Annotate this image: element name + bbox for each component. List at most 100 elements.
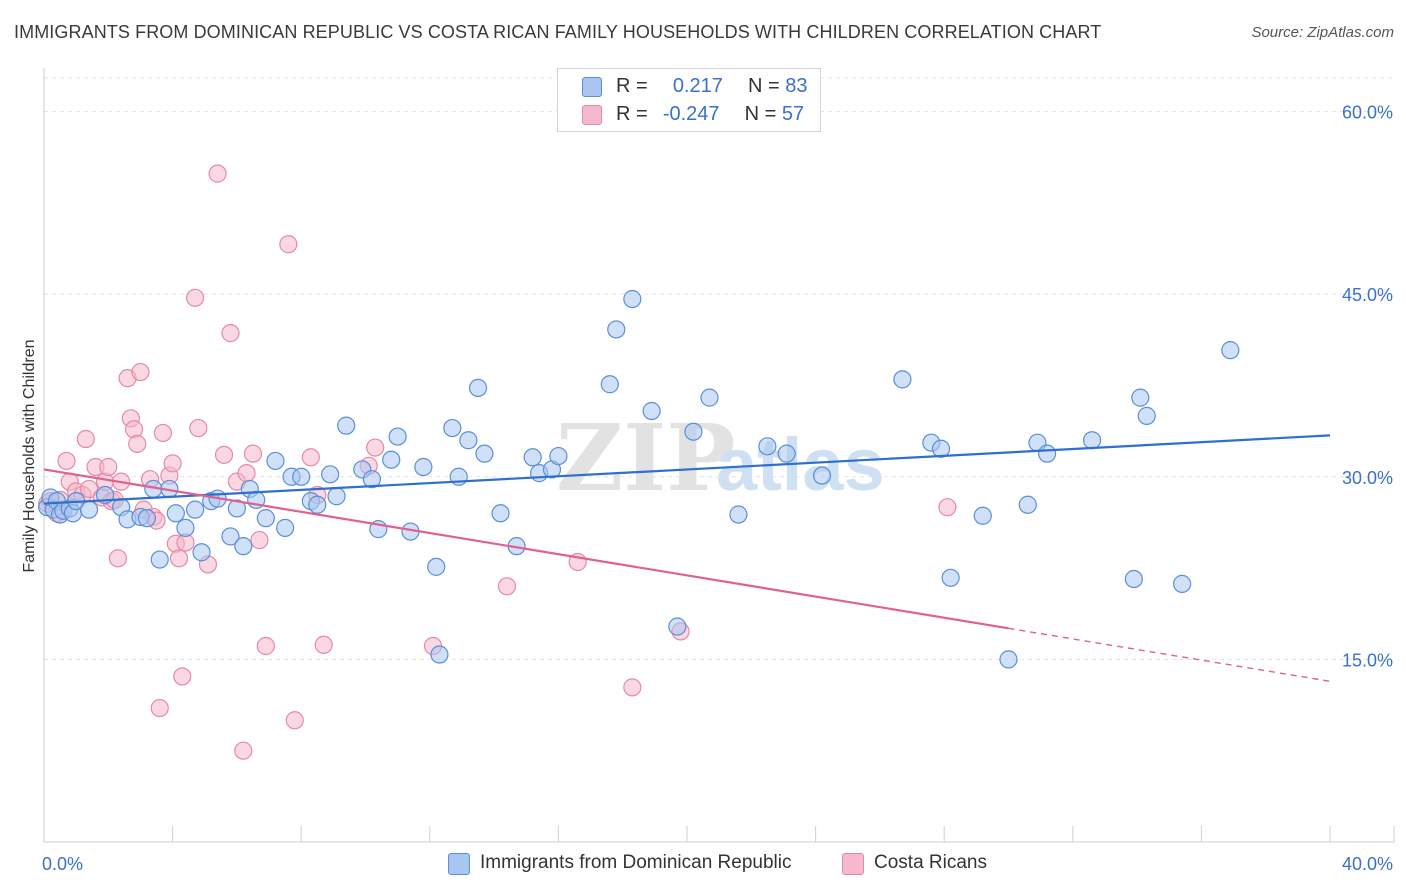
point-dominican (192, 543, 211, 562)
point-dominican (427, 557, 446, 576)
point-dominican (337, 416, 356, 435)
point-costa-rican (99, 457, 118, 477)
point-dominican (362, 470, 382, 489)
tick-labels: 15.0% 30.0% 45.0% 60.0% 0.0% 40.0% (42, 103, 1393, 874)
point-costa-rican (163, 454, 182, 473)
source-attribution: Source: ZipAtlas.com (1251, 24, 1394, 41)
point-dominican (607, 320, 626, 339)
legend-n-label: N = (748, 75, 780, 97)
point-costa-rican (256, 636, 275, 656)
point-dominican (700, 388, 719, 407)
point-dominican (1018, 495, 1037, 514)
watermark-zip: ZIP (556, 404, 735, 512)
point-dominican (999, 650, 1018, 669)
point-costa-rican (234, 741, 253, 760)
point-costa-rican (189, 418, 208, 438)
point-costa-rican (173, 667, 192, 686)
legend-r-value: 0.217 (672, 75, 723, 97)
legend-swatch-pink (582, 105, 602, 125)
point-dominican (931, 439, 951, 458)
trend-line-dominican (43, 434, 1331, 505)
point-dominican (388, 427, 407, 446)
point-dominican (443, 418, 462, 438)
legend-swatch-blue (582, 77, 602, 97)
bottom-legend-label: Costa Ricans (874, 852, 987, 873)
legend-n-value: 57 (781, 103, 805, 125)
bottom-legend-label: Immigrants from Dominican Republic (480, 852, 792, 873)
point-dominican (276, 518, 295, 537)
point-costa-rican (301, 448, 320, 467)
point-costa-rican (366, 438, 385, 457)
point-costa-rican (285, 711, 304, 730)
point-costa-rican (279, 235, 298, 254)
point-costa-rican (57, 451, 76, 471)
point-dominican (1173, 574, 1192, 593)
point-costa-rican (243, 444, 263, 463)
point-dominican (475, 444, 494, 463)
point-dominican (941, 568, 960, 587)
chart-title: IMMIGRANTS FROM DOMINICAN REPUBLIC VS CO… (14, 22, 1102, 42)
watermark: ZIP atlas (556, 404, 885, 512)
point-dominican (491, 504, 510, 523)
axes (43, 68, 1395, 843)
point-dominican (308, 495, 327, 514)
point-costa-rican (623, 678, 642, 697)
y-tick-label: 60.0% (1342, 103, 1393, 123)
grid-lines (44, 77, 1394, 660)
point-dominican (684, 422, 703, 441)
legend-n-value: 83 (785, 75, 808, 97)
trend-line-costa-rican (43, 468, 1009, 630)
y-tick-label: 15.0% (1342, 650, 1393, 670)
point-dominican (414, 457, 433, 477)
y-axis-label: Family Households with Children (21, 339, 38, 573)
point-dominican (327, 487, 346, 506)
point-costa-rican (314, 635, 333, 654)
point-dominican (623, 289, 642, 309)
point-dominican (758, 437, 777, 456)
legend-r-label: R = (616, 103, 648, 125)
point-dominican (973, 506, 992, 525)
y-tick-label: 45.0% (1342, 285, 1393, 305)
point-dominican (321, 465, 340, 484)
legend-r-value: -0.247 (662, 103, 720, 125)
point-costa-rican (131, 362, 150, 382)
point-dominican (600, 375, 619, 394)
point-costa-rican (208, 164, 227, 183)
legend-r-label: R = (616, 75, 648, 97)
point-dominican (459, 431, 478, 450)
point-costa-rican (221, 324, 240, 343)
y-tick-label: 30.0% (1342, 468, 1393, 488)
point-dominican (382, 450, 401, 469)
point-dominican (1137, 406, 1156, 425)
point-dominican (176, 518, 195, 537)
bottom-legend-swatch-blue (448, 853, 470, 875)
correlation-legend: R = 0.217 N = 83 R = -0.247 N = 57 (557, 68, 821, 132)
point-dominican (1221, 341, 1240, 360)
x-tick-label: 40.0% (1342, 854, 1393, 874)
point-dominican (1082, 431, 1102, 450)
point-dominican (137, 509, 156, 528)
point-costa-rican (237, 464, 256, 483)
point-dominican (166, 504, 185, 523)
point-dominican (1037, 444, 1057, 463)
point-dominican (227, 499, 246, 518)
point-dominican (812, 466, 832, 485)
bottom-legend-swatch-pink (842, 853, 864, 875)
legend-n-label: N = (744, 103, 777, 125)
point-dominican (150, 550, 169, 569)
point-costa-rican (79, 479, 99, 499)
trend-line-costa-rican-extension (1008, 627, 1331, 682)
point-dominican (729, 505, 748, 524)
point-dominican (523, 448, 542, 467)
point-costa-rican (250, 530, 269, 550)
point-dominican (468, 378, 488, 397)
point-dominican (642, 401, 661, 421)
point-dominican (292, 467, 311, 486)
point-costa-rican (150, 698, 169, 718)
point-costa-rican (497, 577, 517, 596)
point-costa-rican (76, 429, 95, 449)
point-dominican (256, 509, 275, 528)
point-dominican (777, 444, 796, 463)
point-costa-rican (108, 549, 128, 568)
